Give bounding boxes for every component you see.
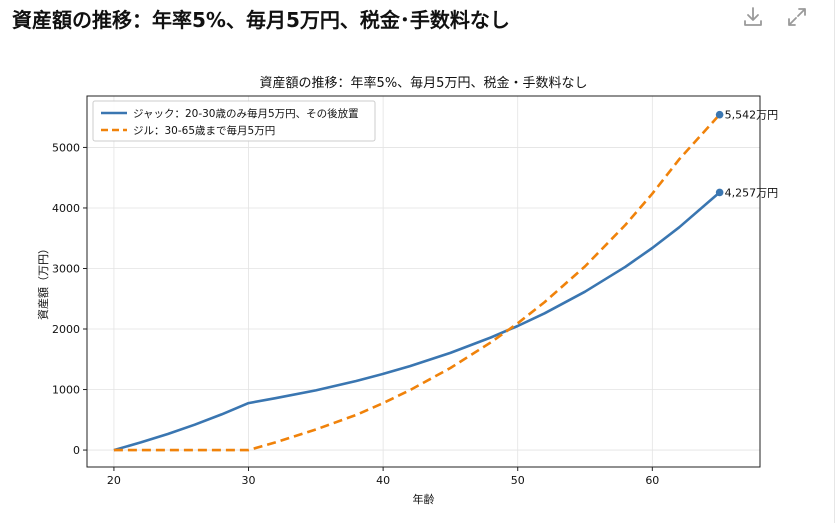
y-axis-label: 資産額（万円） (37, 243, 50, 320)
x-tick-label: 30 (242, 474, 256, 487)
end-point-1 (715, 188, 724, 197)
y-tick-label: 0 (73, 444, 80, 457)
x-tick-label: 50 (511, 474, 525, 487)
download-icon (744, 7, 762, 26)
legend-box (92, 100, 376, 142)
expand-button[interactable] (784, 4, 810, 30)
legend-label-2: ジル：30-65歳まで毎月5万円 (133, 124, 275, 137)
download-button[interactable] (740, 4, 766, 30)
end-label-1: 4,257万円 (725, 186, 779, 199)
series-line-2 (113, 113, 721, 452)
chart: 資産額の推移：年率5%、毎月5万円、税金・手数料なし 20 30 40 50 60 0 100… (37, 75, 779, 506)
y-tick-label: 1000 (52, 384, 80, 397)
y-tick-label: 3000 (52, 262, 80, 275)
y-tick-label: 5000 (52, 141, 80, 154)
end-label-2: 5,542万円 (725, 109, 779, 122)
x-axis-label: 年齢 (413, 492, 435, 506)
y-tick-label: 4000 (52, 202, 80, 215)
expand-icon (788, 8, 806, 26)
legend-label-1: ジャック：20-30歳のみ毎月5万円、その後放置 (133, 107, 359, 120)
x-tick-label: 40 (376, 474, 390, 487)
x-tick-label: 60 (645, 474, 659, 487)
end-point-2 (715, 110, 724, 119)
x-tick-label: 20 (107, 474, 121, 487)
page-title: 資産額の推移：年率5%、毎月5万円、税金･手数料なし (12, 8, 510, 32)
series-line-1 (113, 191, 721, 452)
plot-frame (86, 95, 761, 468)
chart-title: 資産額の推移：年率5%、毎月5万円、税金・手数料なし (260, 75, 588, 91)
y-tick-label: 2000 (52, 323, 80, 336)
